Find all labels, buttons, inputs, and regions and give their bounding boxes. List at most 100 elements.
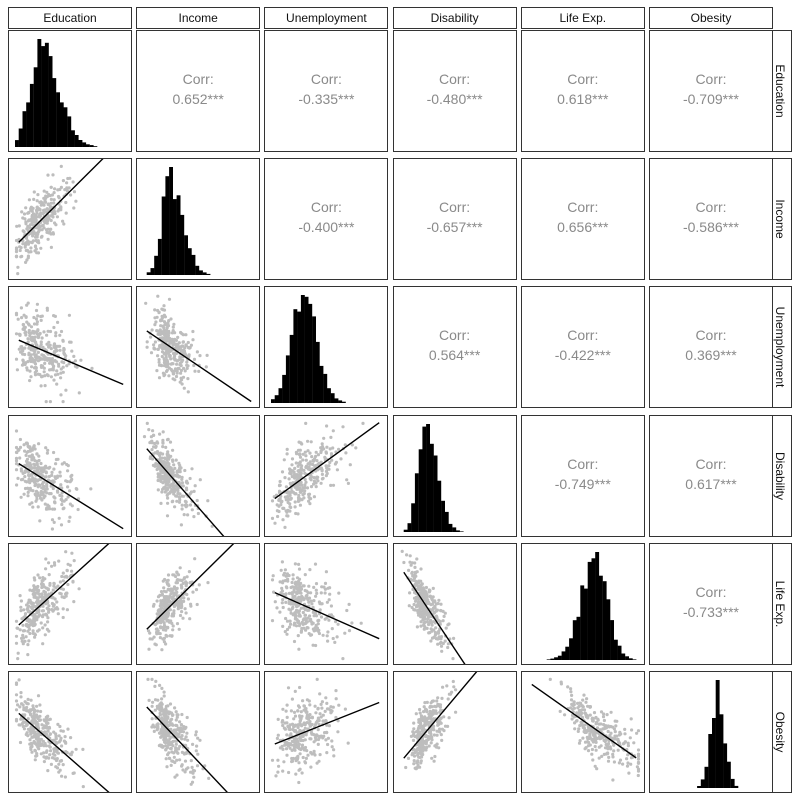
scatter-point — [160, 364, 164, 368]
scatter-point — [30, 215, 34, 219]
scatter-point — [307, 631, 312, 635]
scatter-point — [297, 647, 301, 651]
scatter-point — [315, 677, 320, 681]
scatter-point — [418, 723, 422, 727]
scatter-point — [23, 479, 27, 483]
histogram-bar — [708, 734, 713, 788]
scatter-point — [320, 615, 324, 619]
scatter-point — [42, 208, 46, 213]
scatter-point — [328, 446, 333, 451]
scatter-point — [156, 333, 160, 337]
corr-panel-education-unemployment: Corr: -0.335*** — [264, 30, 389, 152]
scatter-point — [426, 631, 430, 635]
scatter-point — [165, 634, 169, 638]
scatter-point — [326, 639, 330, 643]
scatter-point — [320, 441, 325, 445]
scatter-point — [33, 758, 37, 762]
histogram-bar — [187, 248, 192, 276]
scatter-point — [285, 740, 289, 745]
scatter-point — [44, 721, 49, 725]
scatter-point — [70, 569, 74, 573]
histogram-bar — [271, 399, 276, 404]
scatter-point — [41, 726, 45, 730]
scatter-point — [175, 773, 179, 777]
scatter-point — [306, 485, 310, 490]
corr-label: Corr: — [439, 199, 471, 216]
histogram-bar — [165, 176, 170, 276]
scatter-point — [156, 348, 161, 352]
scatter-point — [53, 187, 57, 191]
scatter-point — [35, 240, 39, 244]
scatter-point — [176, 621, 180, 625]
row-header-label: Education — [773, 64, 787, 118]
scatter-point — [20, 363, 25, 368]
scatter-point — [180, 586, 184, 590]
scatter-point — [421, 725, 425, 729]
histogram-bar — [78, 140, 83, 147]
scatter-point — [35, 704, 39, 708]
scatter-point — [47, 603, 51, 608]
scatter-point — [318, 692, 322, 696]
scatter-point — [32, 352, 36, 356]
scatter-life-exp-obesity — [531, 677, 640, 782]
fit-line — [274, 701, 380, 745]
scatter-point — [297, 742, 301, 746]
scatter-point — [72, 355, 76, 359]
scatter-point — [37, 609, 41, 613]
scatter-point — [40, 336, 44, 340]
scatter-point — [305, 465, 309, 469]
histogram-bar — [576, 616, 581, 660]
scatter-point — [180, 734, 184, 738]
scatter-point — [29, 325, 34, 329]
scatter-point — [163, 594, 167, 598]
scatter-point — [53, 373, 58, 377]
scatter-education-obesity — [14, 678, 110, 792]
scatter-point — [428, 639, 433, 643]
scatter-point — [308, 614, 312, 618]
scatter-point — [294, 580, 298, 584]
scatter-point — [291, 612, 296, 617]
scatter-point — [317, 734, 321, 738]
scatter-point — [601, 723, 605, 727]
scatter-point — [312, 613, 317, 618]
scatter-point — [187, 353, 191, 357]
scatter-point — [51, 486, 55, 490]
scatter-point — [284, 567, 288, 572]
scatter-point — [296, 757, 300, 761]
fit-line — [18, 159, 104, 243]
scatter-point — [59, 482, 63, 486]
scatter-point — [271, 573, 276, 578]
scatter-point — [37, 333, 41, 337]
scatter-point — [418, 585, 422, 589]
scatter-point — [174, 367, 178, 371]
scatter-point — [165, 744, 169, 748]
scatter-point — [21, 720, 25, 725]
histogram-bar — [286, 355, 291, 404]
scatter-point — [411, 738, 415, 742]
scatter-point — [426, 736, 430, 740]
scatter-point — [50, 473, 54, 477]
scatter-point — [438, 602, 443, 606]
scatter-point — [35, 226, 39, 230]
scatter-point — [429, 626, 433, 631]
scatter-point — [146, 677, 150, 681]
scatter-point — [18, 740, 23, 745]
scatter-point — [412, 754, 416, 758]
scatter-point — [52, 520, 56, 524]
scatter-point — [168, 620, 172, 624]
scatter-point — [163, 738, 167, 742]
scatter-point — [39, 752, 43, 756]
scatter-point — [590, 728, 594, 733]
scatter-point — [297, 723, 301, 727]
scatter-point — [336, 467, 340, 471]
scatter-point — [585, 715, 590, 719]
row-header-label: Income — [773, 199, 787, 239]
scatter-point — [604, 726, 608, 730]
scatter-point — [300, 724, 304, 728]
scatter-points — [400, 549, 455, 660]
scatter-point — [28, 356, 32, 361]
scatter-point — [178, 500, 182, 504]
fit-line — [18, 462, 124, 529]
scatter-point — [149, 335, 153, 340]
scatter-point — [591, 717, 595, 721]
